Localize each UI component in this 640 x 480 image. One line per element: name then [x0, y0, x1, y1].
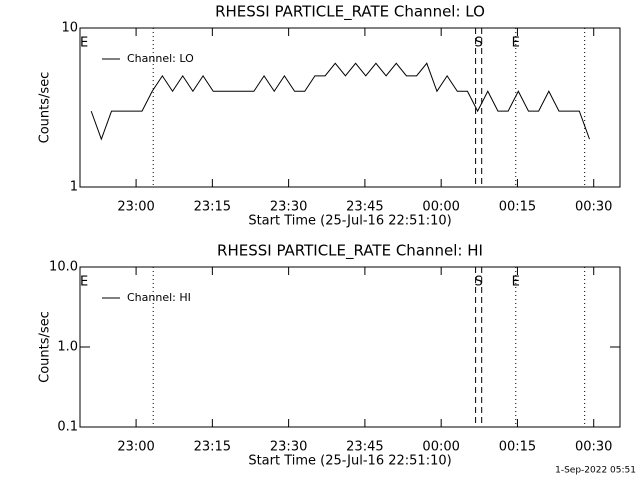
event-marker: E — [80, 275, 88, 290]
y-axis-label: Counts/sec — [38, 72, 53, 144]
x-axis-label: Start Time (25-Jul-16 22:51:10) — [248, 214, 451, 229]
x-tick-label: 00:00 — [422, 200, 459, 215]
y-tick-label: 0.1 — [57, 420, 78, 435]
y-tick-label: 10 — [61, 21, 78, 36]
plot-frame — [79, 27, 621, 188]
data-line — [90, 62, 590, 141]
chart-title: RHESSI PARTICLE_RATE Channel: LO — [215, 3, 485, 22]
event-marker: S — [475, 36, 483, 51]
x-tick-label: 00:00 — [422, 440, 459, 455]
x-tick-label: 00:30 — [575, 200, 612, 215]
legend-label: Channel: HI — [127, 291, 191, 304]
x-tick-label: 00:15 — [499, 440, 536, 455]
x-tick-label: 23:45 — [346, 200, 383, 215]
y-tick-label: 10.0 — [49, 260, 78, 275]
x-tick-label: 23:30 — [270, 200, 307, 215]
x-axis-label: Start Time (25-Jul-16 22:51:10) — [248, 454, 451, 469]
legend-label: Channel: LO — [127, 52, 194, 65]
chart-title: RHESSI PARTICLE_RATE Channel: HI — [217, 242, 483, 261]
x-tick-label: 23:15 — [194, 200, 231, 215]
x-tick-label: 00:15 — [499, 200, 536, 215]
footer-date: 1-Sep-2022 05:51 — [555, 466, 636, 476]
x-tick-label: 23:15 — [194, 440, 231, 455]
y-tick-label: 1.0 — [57, 340, 78, 355]
x-tick-label: 23:00 — [117, 440, 154, 455]
x-tick-label: 00:30 — [575, 440, 612, 455]
event-marker: E — [512, 275, 520, 290]
y-axis-label: Counts/sec — [38, 311, 53, 383]
x-tick-label: 23:00 — [117, 200, 154, 215]
y-tick-label: 1 — [70, 180, 78, 195]
x-tick-label: 23:30 — [270, 440, 307, 455]
event-marker: E — [80, 36, 88, 51]
event-marker: E — [512, 36, 520, 51]
x-tick-label: 23:45 — [346, 440, 383, 455]
event-marker: S — [475, 275, 483, 290]
